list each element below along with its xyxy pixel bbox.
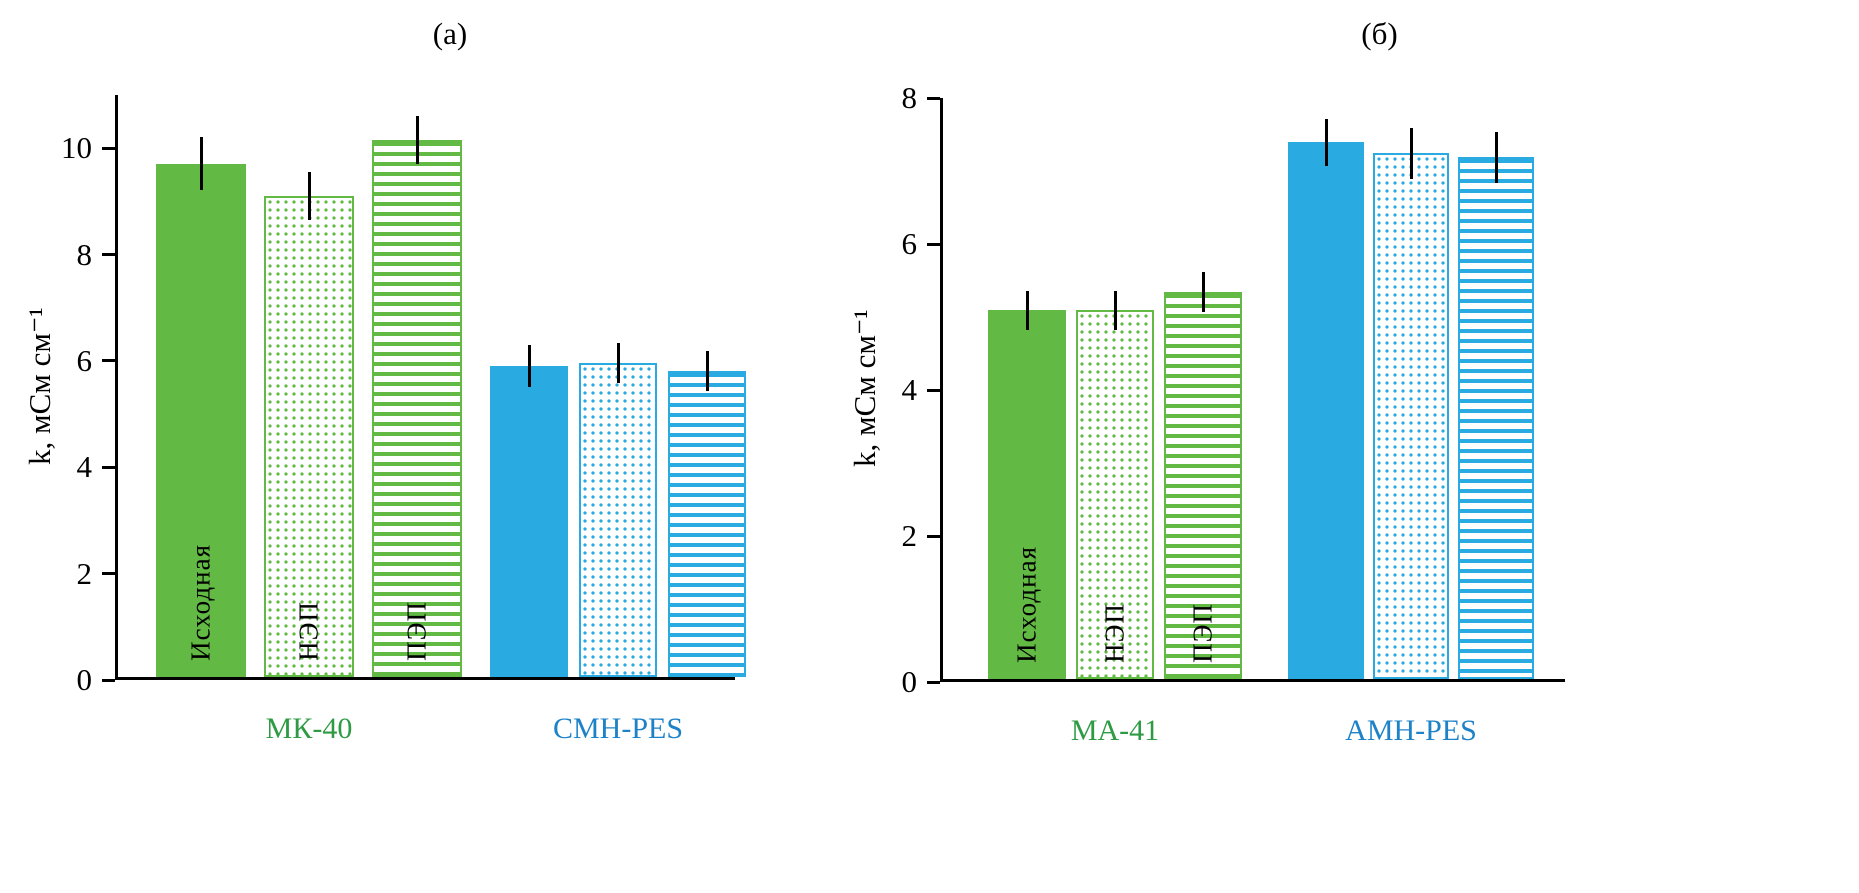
y-tick-label: 0	[76, 662, 93, 697]
bar-МК-40-3: ПЭП	[372, 139, 462, 677]
bar-МА-41-1: Исходная	[988, 310, 1066, 679]
y-tick	[102, 253, 115, 257]
error-bar	[415, 115, 419, 164]
y-tick-label: 10	[61, 130, 92, 166]
y-tick-label: 8	[76, 236, 93, 272]
group-label-АМН-PES: АМН-PES	[1345, 714, 1477, 747]
group-label-МА-41: МА-41	[1070, 714, 1160, 747]
bar-СМН-PES-3	[668, 371, 746, 677]
bar-label: НЭП	[1099, 603, 1130, 663]
error-bar	[1409, 127, 1413, 179]
group-label-МК-40: МК-40	[265, 712, 353, 745]
bar-МК-40-1: Исходная	[156, 163, 246, 677]
bar-label: ПЭП	[1187, 603, 1218, 663]
bar-МК-40-2: НЭП	[264, 195, 354, 677]
y-axis-label: k, мСм см⁻¹	[22, 307, 57, 465]
plot-area: k, мСм см⁻¹ 0 2 4 6 8 10 Исходная НЭП ПЭП МК-40 СМН…	[22, 95, 746, 745]
y-tick-label: 4	[901, 372, 918, 407]
bar-МА-41-2: НЭП	[1076, 310, 1154, 679]
bar-АМН-PES-3	[1458, 157, 1534, 679]
y-tick	[927, 680, 940, 684]
error-bar	[199, 137, 203, 191]
y-tick	[927, 96, 940, 100]
y-tick	[102, 146, 115, 150]
group-label-СМН-PES: СМН-PES	[552, 712, 684, 745]
chart-panel-2: (б) k, мСм см⁻¹ 0 2 4 6 8 Исходная НЭП ПЭП МА-41 АМ…	[847, 0, 1859, 893]
y-tick-label: 8	[901, 80, 918, 115]
error-bar	[1113, 290, 1117, 331]
error-bar	[705, 351, 709, 392]
y-tick	[102, 678, 115, 682]
bar-label: Исходная	[1011, 546, 1042, 663]
bar-label: НЭП	[293, 601, 324, 661]
y-tick-label: 2	[76, 555, 93, 591]
y-tick	[927, 388, 940, 392]
y-tick	[102, 465, 115, 469]
error-bar	[1025, 290, 1029, 331]
error-bar	[1494, 131, 1498, 183]
bar-label: ПЭП	[401, 601, 432, 661]
error-bar	[616, 343, 620, 384]
y-tick-label: 6	[901, 226, 918, 261]
y-tick	[927, 534, 940, 538]
error-bar	[1201, 272, 1205, 312]
bar-label: Исходная	[185, 544, 216, 661]
error-bar	[1324, 119, 1328, 166]
plot-area: k, мСм см⁻¹ 0 2 4 6 8 Исходная НЭП ПЭП МА-41 АМН-P…	[847, 82, 1565, 747]
bar-СМН-PES-1	[490, 365, 568, 677]
y-tick	[102, 572, 115, 576]
bar-СМН-PES-2	[579, 363, 657, 677]
y-tick-label: 0	[901, 664, 918, 699]
panel-title: (а)	[432, 16, 468, 51]
chart-panel-1: (а) k, мСм см⁻¹ 0 2 4 6 8 10 Исходная НЭП ПЭП МК-40…	[0, 0, 900, 893]
bar-МА-41-3: ПЭП	[1164, 292, 1242, 679]
y-tick-label: 4	[76, 449, 93, 485]
y-tick	[927, 242, 940, 246]
panel-title: (б)	[1361, 16, 1398, 51]
error-bar	[527, 344, 531, 388]
y-tick-label: 6	[76, 342, 93, 378]
bar-АМН-PES-2	[1373, 153, 1449, 679]
error-bar	[307, 171, 311, 220]
y-tick	[102, 359, 115, 363]
y-tick-label: 2	[901, 518, 918, 553]
bar-АМН-PES-1	[1288, 142, 1364, 679]
